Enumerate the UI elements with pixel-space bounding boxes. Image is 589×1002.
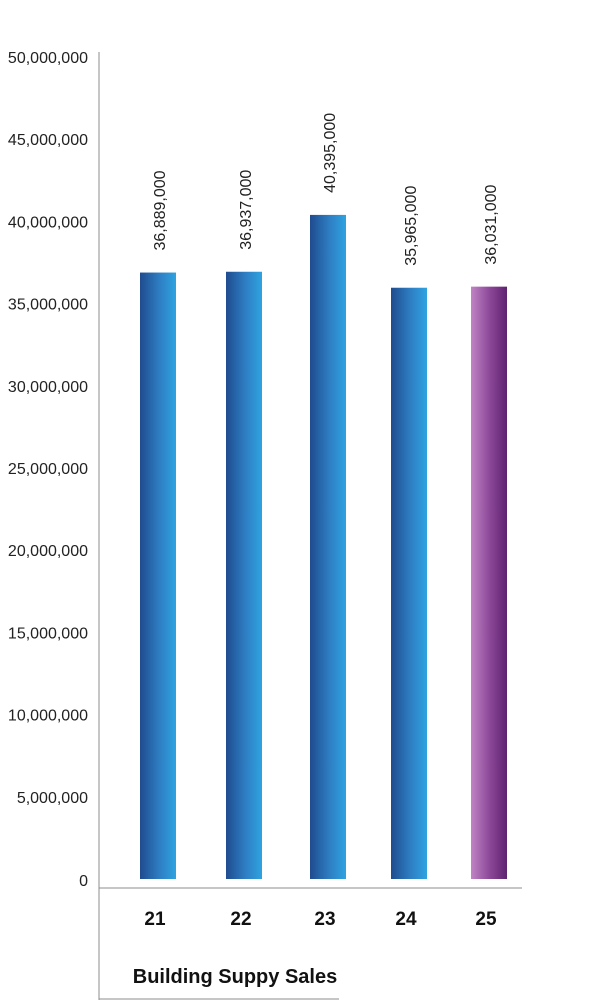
data-label: 36,889,000 — [152, 170, 169, 250]
data-label: 40,395,000 — [322, 113, 339, 193]
data-label: 35,965,000 — [403, 186, 420, 266]
bar-21 — [140, 272, 176, 880]
y-tick-label: 40,000,000 — [8, 214, 88, 231]
category-label: 24 — [395, 909, 417, 930]
bar-22 — [226, 271, 262, 879]
y-tick-label: 15,000,000 — [8, 625, 88, 642]
x-axis — [99, 887, 522, 1000]
data-label: 36,937,000 — [238, 170, 255, 250]
category-label: 22 — [230, 909, 251, 930]
y-tick-label: 20,000,000 — [8, 543, 88, 560]
x-axis-title: Building Suppy Sales — [133, 966, 337, 988]
y-tick-label: 30,000,000 — [8, 379, 88, 396]
bars — [140, 214, 507, 880]
bar-25 — [471, 286, 507, 879]
category-label: 21 — [144, 909, 166, 930]
y-tick-label: 5,000,000 — [17, 790, 88, 807]
y-tick-label: 50,000,000 — [8, 50, 88, 67]
bar-23 — [310, 214, 346, 880]
data-label: 36,031,000 — [483, 184, 500, 264]
y-tick-labels: 0 5,000,000 10,000,000 15,000,000 20,000,000… — [8, 50, 88, 890]
y-tick-label: 10,000,000 — [8, 708, 88, 725]
category-label: 23 — [314, 909, 335, 930]
bar-24 — [391, 287, 427, 879]
y-tick-label: 0 — [79, 873, 88, 890]
y-tick-label: 45,000,000 — [8, 132, 88, 149]
category-label: 25 — [475, 909, 497, 930]
category-labels: 21 22 23 24 25 — [144, 909, 497, 930]
data-labels: 36,889,000 36,937,000 40,395,000 35,965,000… — [152, 113, 500, 266]
y-tick-label: 25,000,000 — [8, 461, 88, 478]
y-tick-label: 35,000,000 — [8, 297, 88, 314]
